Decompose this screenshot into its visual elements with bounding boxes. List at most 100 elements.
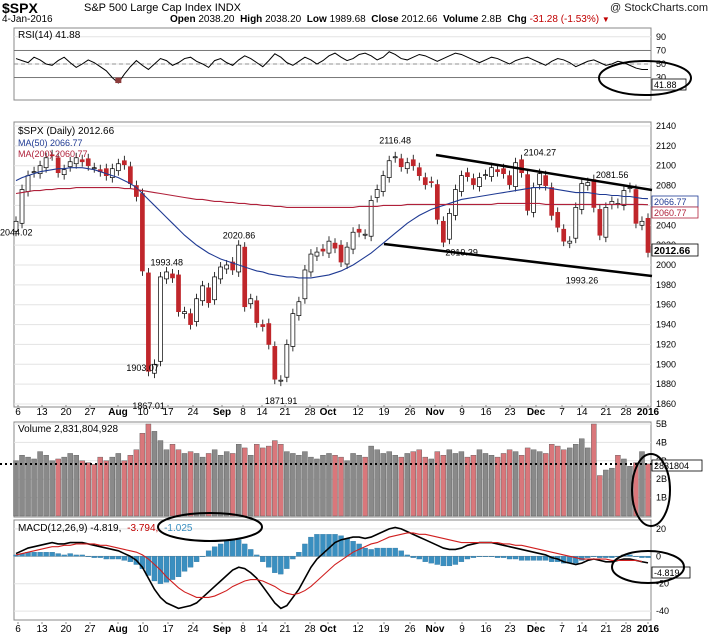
price-candle — [320, 248, 326, 252]
price-candle — [537, 173, 543, 185]
x-axis-label: Dec — [527, 624, 546, 635]
volume-bar — [573, 444, 579, 517]
volume-bar — [585, 447, 591, 517]
macd-histogram-bar — [37, 552, 43, 557]
macd-histogram-bar — [374, 547, 380, 557]
x-axis-label: 20 — [60, 624, 72, 635]
x-axis-label: 23 — [504, 624, 516, 635]
x-axis-label: 2016 — [637, 624, 660, 635]
macd-histogram-bar — [193, 556, 200, 562]
price-candle — [170, 273, 175, 279]
x-axis-label: 17 — [162, 624, 174, 635]
price-candle — [483, 174, 488, 176]
y-tick-label: 1880 — [656, 379, 676, 389]
price-candle — [248, 298, 254, 305]
volume-bar — [621, 458, 627, 517]
y-tick-label: 2000 — [656, 260, 676, 270]
volume-bar — [73, 455, 79, 517]
x-axis-label: 27 — [84, 624, 96, 635]
price-candle — [25, 175, 31, 192]
macd-histogram-bar — [308, 536, 314, 557]
macd-histogram-bar — [416, 556, 422, 560]
price-candle — [206, 287, 211, 304]
macd-histogram-bar — [591, 556, 597, 557]
macd-histogram-bar — [121, 556, 128, 561]
price-candle — [392, 156, 398, 159]
price-panel: 2044.02 1993.48 2020.86 2116.48 2104.27 2081.… — [0, 135, 651, 411]
macd-highlight-circle — [611, 550, 685, 584]
volume-bar — [169, 444, 176, 517]
price-candle — [67, 161, 73, 168]
price-candle — [633, 189, 639, 224]
volume-bar — [500, 453, 507, 517]
volume-bar — [248, 455, 254, 517]
index-name: S&P 500 Large Cap Index INDX — [84, 2, 241, 14]
y-tick-label: 2120 — [656, 141, 676, 151]
macd-histogram-bar — [464, 556, 471, 560]
price-candle — [182, 311, 187, 314]
y-tick-label: 70 — [656, 45, 666, 55]
macd-histogram-bar — [561, 556, 567, 564]
x-axis-label: Nov — [426, 624, 445, 635]
macd-histogram-bar — [518, 556, 525, 561]
price-candle — [260, 324, 266, 327]
volume-bar — [61, 456, 67, 517]
price-candle — [350, 231, 356, 250]
drawn-annotations — [0, 60, 692, 584]
volume-bar — [410, 451, 416, 517]
price-candle — [603, 207, 609, 238]
price-candle — [43, 157, 49, 169]
macd-histogram-bar — [85, 556, 91, 557]
volume-bar — [645, 463, 651, 517]
price-candle — [543, 175, 549, 186]
macd-histogram-bar — [217, 543, 224, 557]
macd-histogram-bar — [603, 556, 609, 558]
volume-bar — [217, 455, 224, 517]
price-candle — [103, 168, 109, 176]
volume-bar — [278, 444, 284, 517]
macd-histogram-bar — [31, 552, 37, 557]
y-tick-label: 0 — [656, 551, 661, 561]
volume-bar — [151, 431, 158, 517]
price-annotation-label: 2104.27 — [524, 147, 557, 157]
y-tick-label: 1920 — [656, 339, 676, 349]
price-candle — [176, 274, 181, 313]
volume-bar — [31, 458, 37, 517]
macd-histogram-bar — [67, 553, 73, 557]
x-axis-label: 13 — [36, 407, 48, 418]
volume-bar — [386, 451, 392, 517]
volume-value: 2.8B — [481, 14, 502, 25]
x-axis-label: 16 — [480, 407, 492, 418]
x-axis-label: 8 — [240, 407, 246, 418]
y-tick-label: 30 — [656, 73, 666, 83]
price-candle — [242, 246, 248, 308]
x-axis-label: 17 — [162, 407, 174, 418]
x-axis-label: 19 — [378, 407, 390, 418]
y-tick-label: 1960 — [656, 300, 676, 310]
volume-bar — [127, 455, 134, 517]
volume-legend: Volume 2,831,804,928 — [18, 424, 119, 435]
price-candle — [19, 189, 25, 224]
price-candle — [459, 175, 464, 192]
y-tick-label: 50 — [656, 59, 666, 69]
volume-bar — [139, 433, 146, 517]
x-axis-label: 9 — [459, 407, 465, 418]
price-candle — [362, 233, 368, 236]
macd-histogram-bar — [482, 556, 489, 557]
volume-bar — [404, 453, 410, 517]
y-tick-label: 2B — [656, 474, 667, 484]
x-axis-label: Aug — [108, 624, 127, 635]
y-tick-label: -20 — [656, 579, 669, 589]
price-candle — [49, 154, 55, 157]
price-candle — [278, 379, 284, 382]
volume-bar — [235, 444, 242, 517]
x-axis-label: 28 — [620, 624, 632, 635]
volume-bar — [542, 453, 549, 517]
volume-bar — [181, 453, 188, 517]
price-candle — [422, 177, 428, 185]
macd-histogram-bar — [236, 539, 242, 557]
volume-bar — [464, 456, 471, 517]
macd-histogram-bar — [302, 543, 308, 557]
volume-bar — [633, 462, 639, 517]
volume-value-tag-box — [651, 459, 703, 472]
